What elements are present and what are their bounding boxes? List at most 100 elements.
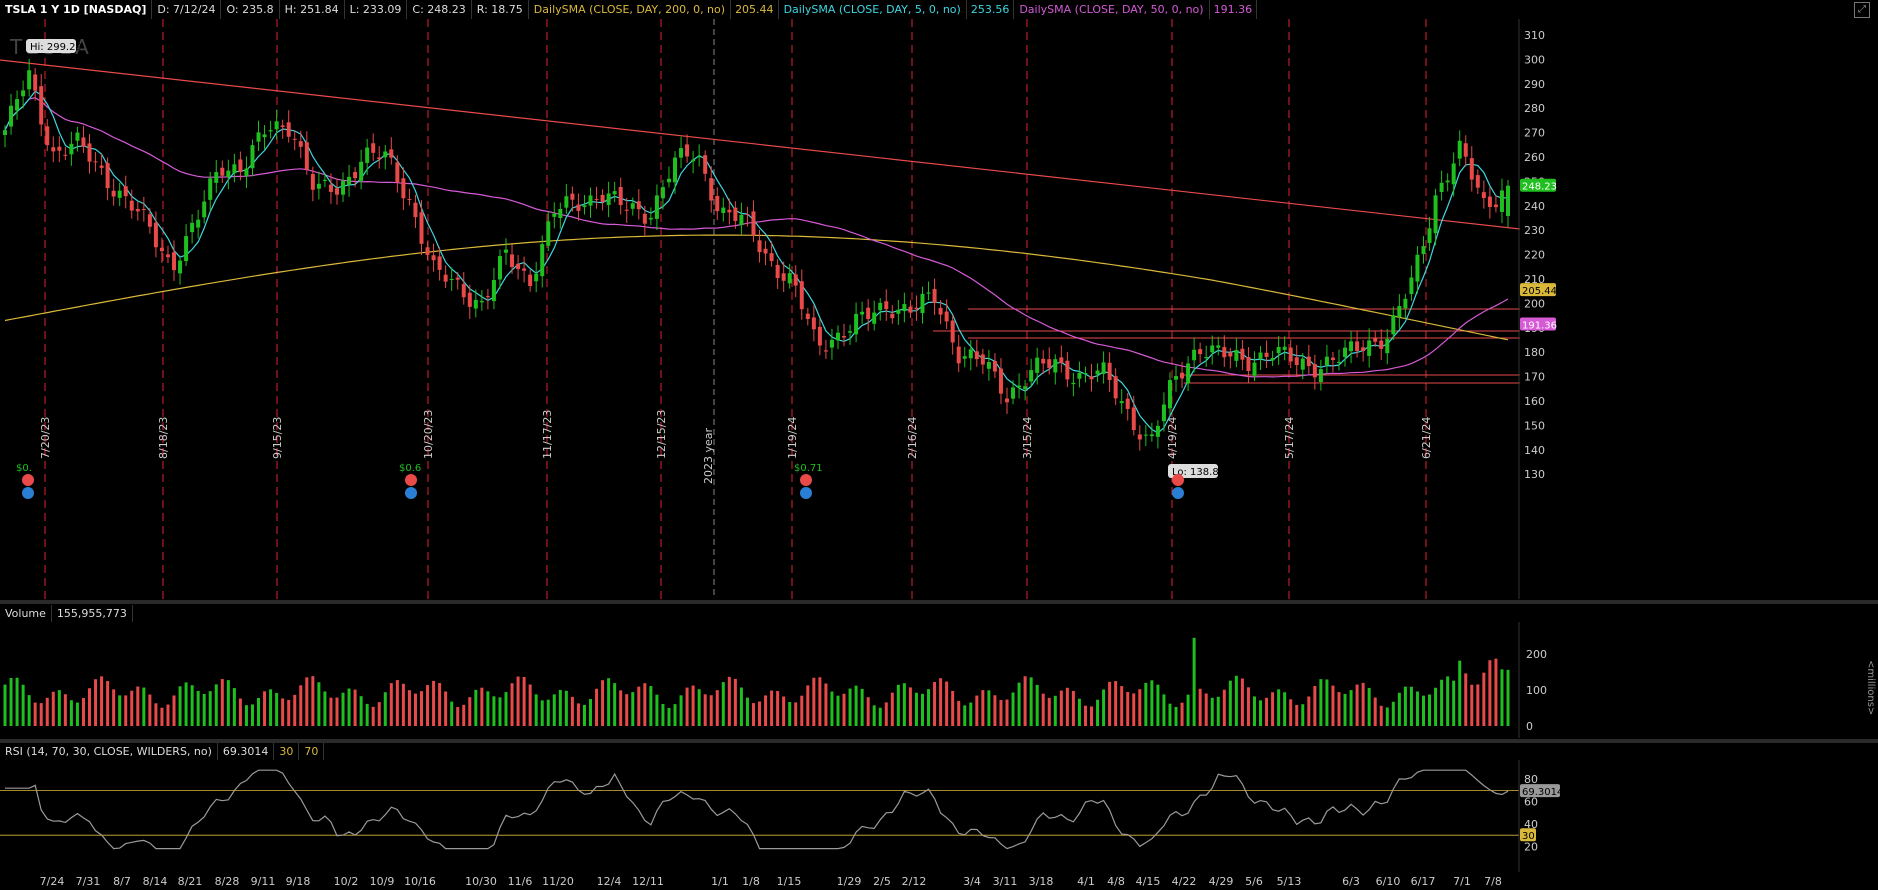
event-date-label: 5/17/24 xyxy=(1283,417,1296,459)
candle-body xyxy=(63,154,68,156)
candle-body xyxy=(1005,398,1009,403)
candle-body xyxy=(992,360,997,372)
x-tick: 10/16 xyxy=(404,875,436,888)
volume-bar xyxy=(902,683,906,726)
volume-bar xyxy=(1440,679,1444,726)
candle-body xyxy=(401,178,406,199)
x-tick: 2/5 xyxy=(873,875,891,888)
candle-body xyxy=(1258,352,1263,359)
volume-bar xyxy=(685,687,689,726)
volume-bar xyxy=(697,689,701,726)
hi-bubble xyxy=(26,39,76,53)
candle-body xyxy=(902,304,907,312)
volume-bar xyxy=(88,688,92,726)
sma5-label[interactable]: DailySMA (CLOSE, DAY, 5, 0, no) xyxy=(779,0,967,19)
volume-chart[interactable]: 200 100 0 xyxy=(0,622,1878,738)
candle-body xyxy=(9,105,14,127)
dividend-label: $0.71 xyxy=(794,463,823,474)
volume-bar xyxy=(112,689,116,726)
volume-bar xyxy=(703,694,707,726)
volume-bar xyxy=(1331,685,1335,726)
candle-body xyxy=(172,252,177,271)
candle-body xyxy=(817,326,822,346)
candle-body xyxy=(1083,373,1088,375)
volume-bar xyxy=(444,691,448,726)
candle-body xyxy=(835,332,840,341)
volume-bar xyxy=(1108,681,1112,726)
candle-body xyxy=(1445,180,1450,183)
volume-bar xyxy=(1240,678,1244,726)
volume-bar xyxy=(1041,693,1045,726)
sma200-label[interactable]: DailySMA (CLOSE, DAY, 200, 0, no) xyxy=(529,0,732,19)
x-axis: 7/24 7/31 8/7 8/14 8/21 8/28 9/11 9/18 10/2 10/9 1… xyxy=(40,875,1502,888)
candle-body xyxy=(1246,357,1251,371)
candle-body xyxy=(286,122,291,137)
volume-bar xyxy=(244,705,248,726)
earnings-icon xyxy=(405,474,417,486)
volume-bar xyxy=(353,689,357,726)
candle-body xyxy=(522,268,527,271)
symbol-label[interactable]: TSLA 1 Y 1D [NASDAQ] xyxy=(0,0,153,19)
hi-label: Hi: 299.29 xyxy=(30,42,82,53)
volume-bar xyxy=(1005,699,1009,726)
candle-body xyxy=(673,157,678,183)
volume-bar xyxy=(589,699,593,726)
rsi-header: RSI (14, 70, 30, CLOSE, WILDERS, no) 69.… xyxy=(0,743,325,760)
volume-bar xyxy=(896,684,900,726)
candle-body xyxy=(214,172,219,183)
volume-bar xyxy=(148,694,152,726)
candle-body xyxy=(1300,358,1305,370)
candle-body xyxy=(280,125,285,128)
candle-body xyxy=(425,247,430,255)
volume-bar xyxy=(1385,707,1389,726)
rsi-chart[interactable]: 80 60 40 20 69.3014 30 xyxy=(0,760,1878,872)
candle-body xyxy=(497,256,502,280)
volume-bar xyxy=(770,690,774,726)
candle-body xyxy=(504,249,508,253)
candle-body xyxy=(1222,347,1227,358)
rsi-label[interactable]: RSI (14, 70, 30, CLOSE, WILDERS, no) xyxy=(0,743,218,760)
candle-body xyxy=(793,274,798,286)
x-tick: 1/29 xyxy=(837,875,862,888)
pane-divider[interactable] xyxy=(0,600,1878,604)
volume-bar xyxy=(202,693,206,726)
candle-body xyxy=(1336,361,1341,363)
sma200-line xyxy=(4,234,1509,341)
pane-divider[interactable] xyxy=(0,739,1878,743)
candle-body xyxy=(304,142,309,170)
sma5-value: 253.56 xyxy=(967,0,1015,19)
candle-body xyxy=(1119,401,1124,404)
candle-body xyxy=(1487,196,1492,208)
volume-bar xyxy=(643,683,647,726)
volume-label[interactable]: Volume xyxy=(0,605,52,622)
volume-bar xyxy=(673,704,677,726)
candle-body xyxy=(1047,359,1052,368)
date-readout: D: 7/12/24 xyxy=(152,0,222,19)
expand-icon[interactable]: ⤢ xyxy=(1854,2,1870,18)
candle-body xyxy=(1506,185,1510,217)
candle-body xyxy=(365,147,370,163)
volume-value: 155,955,773 xyxy=(52,605,133,622)
x-tick: 6/10 xyxy=(1376,875,1401,888)
volume-bar xyxy=(649,686,653,726)
candle-body xyxy=(648,217,653,220)
volume-bar xyxy=(510,683,514,726)
volume-bar xyxy=(39,703,43,726)
volume-bar xyxy=(613,683,617,726)
rsi-tag-bg xyxy=(1520,784,1560,798)
earnings-icon xyxy=(22,474,34,486)
candle-body xyxy=(1023,386,1028,390)
x-tick: 12/11 xyxy=(632,875,664,888)
price-chart[interactable]: TESLA 7/20/238/18/239/15/2310/20/2311/17… xyxy=(0,19,1878,599)
open-readout: O: 235.8 xyxy=(221,0,280,19)
sma50-label[interactable]: DailySMA (CLOSE, DAY, 50, 0, no) xyxy=(1014,0,1210,19)
volume-bar xyxy=(920,693,924,726)
candle-body xyxy=(371,143,376,153)
volume-bar xyxy=(1343,693,1347,726)
candle-body xyxy=(1210,345,1215,353)
price-tick: 280 xyxy=(1524,102,1545,115)
candle-body xyxy=(823,350,828,352)
volume-bar xyxy=(1391,701,1395,726)
candle-body xyxy=(896,309,901,314)
volume-bar xyxy=(1180,702,1184,726)
